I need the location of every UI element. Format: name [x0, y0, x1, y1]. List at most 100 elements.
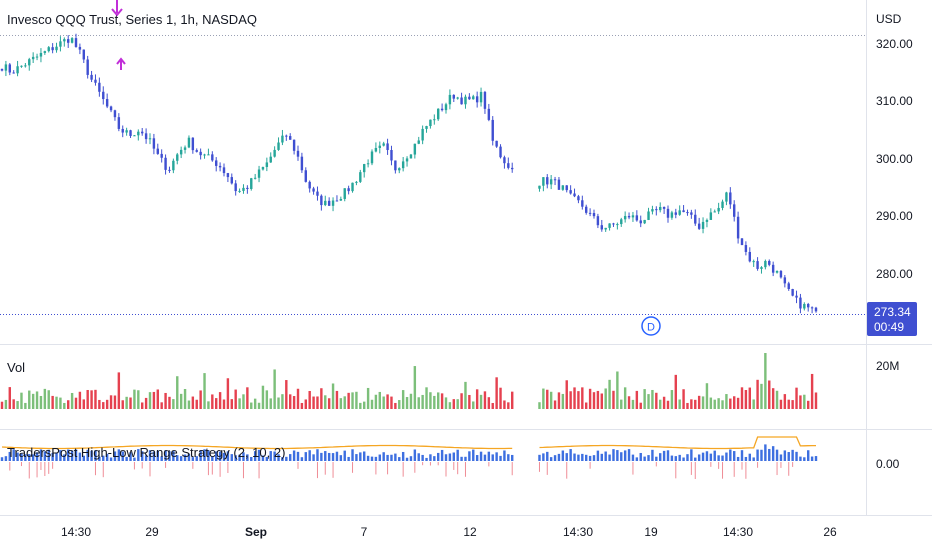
volume-bar — [499, 387, 502, 409]
volume-bar — [577, 391, 580, 409]
volume-bar — [756, 379, 759, 409]
volume-bar — [316, 396, 319, 409]
volume-bar — [807, 400, 810, 409]
candle — [783, 277, 787, 284]
strategy-bar — [316, 449, 319, 461]
volume-bar — [440, 393, 444, 409]
strategy-bar — [289, 454, 292, 461]
strategy-bar — [511, 454, 514, 461]
strategy-bar — [222, 452, 226, 461]
strategy-bar — [382, 452, 385, 461]
strategy-bar — [207, 450, 210, 461]
candle — [218, 165, 222, 168]
candle — [807, 303, 810, 308]
strategy-panel-label[interactable]: TradersPost High-Low Range Strategy (2, … — [7, 445, 285, 460]
strategy-bar — [308, 450, 311, 461]
strategy-bar — [24, 454, 27, 461]
dividend-marker[interactable]: D — [641, 316, 661, 336]
strategy-bar — [94, 450, 97, 461]
volume-bar — [390, 396, 393, 409]
strategy-bar — [417, 453, 420, 461]
strategy-bar — [795, 451, 798, 461]
chart-title[interactable]: Invesco QQQ Trust, Series 1, 1h, NASDAQ — [7, 12, 257, 27]
strategy-bar — [608, 454, 611, 461]
strategy-bar — [725, 452, 728, 461]
candle — [736, 216, 740, 239]
volume-bar — [343, 396, 346, 409]
strategy-bar — [363, 451, 366, 461]
candle — [631, 215, 635, 218]
strategy-bar — [160, 456, 163, 461]
candle — [690, 212, 693, 215]
currency-label[interactable]: USD — [876, 12, 902, 26]
volume-bar — [94, 389, 97, 409]
volume-panel-label[interactable]: Vol — [7, 360, 25, 375]
strategy-bar — [117, 449, 121, 461]
strategy-bar — [444, 454, 448, 461]
strategy-bar — [39, 449, 43, 461]
strategy-bar — [787, 452, 790, 461]
candle — [694, 214, 697, 224]
strategy-bar — [90, 450, 93, 461]
volume-bar — [242, 394, 245, 409]
volume-bar — [608, 379, 611, 409]
strategy-bar — [179, 456, 183, 461]
volume-bar — [647, 394, 650, 409]
volume-bar — [511, 391, 514, 409]
volume-bar — [736, 397, 740, 409]
strategy-bar — [55, 452, 58, 461]
candle — [549, 179, 553, 185]
candle — [265, 162, 269, 168]
candle — [125, 130, 128, 133]
candle — [105, 99, 109, 107]
last-price-tag[interactable]: 273.34 00:49 — [867, 302, 917, 336]
candle — [674, 212, 677, 215]
strategy-bar — [600, 453, 603, 461]
candle — [20, 65, 23, 67]
price-tick: 290.00 — [876, 209, 913, 223]
strategy-bar — [281, 457, 284, 461]
volume-bar — [308, 390, 311, 409]
volume-bar — [156, 389, 159, 409]
strategy-bar — [764, 444, 767, 461]
volume-bar — [51, 395, 54, 409]
candle — [468, 96, 471, 100]
candle — [670, 212, 674, 218]
volume-bar — [639, 402, 642, 409]
volume-bar — [203, 373, 206, 409]
candle — [144, 133, 148, 140]
strategy-bar — [351, 449, 354, 461]
candle — [810, 307, 814, 309]
strategy-bar — [183, 454, 187, 461]
candle — [705, 219, 709, 222]
candle — [191, 137, 195, 151]
volume-bar — [327, 398, 331, 409]
volume-bar — [28, 390, 31, 409]
strategy-bar — [74, 449, 78, 461]
strategy-bar — [713, 450, 716, 461]
candle — [273, 149, 276, 157]
strategy-bar — [620, 452, 623, 461]
volume-bar — [740, 387, 744, 409]
candle — [16, 66, 19, 74]
candle — [277, 142, 280, 150]
volume-bar — [409, 393, 413, 409]
volume-bar — [503, 400, 506, 409]
strategy-bar — [269, 451, 272, 461]
volume-bar — [16, 401, 19, 409]
time-axis[interactable]: 14:30 29 Sep 7 12 14:30 19 14:30 26 — [61, 525, 837, 539]
volume-bar — [253, 398, 257, 409]
strategy-bar — [635, 457, 639, 461]
strategy-bar — [577, 454, 580, 461]
volume-bar — [74, 397, 78, 409]
strategy-bar — [569, 449, 572, 461]
volume-bar — [417, 397, 420, 409]
candle — [351, 182, 354, 192]
volume-bar — [760, 383, 763, 409]
volume-bar — [405, 397, 409, 409]
candle — [98, 82, 101, 92]
volume-bar — [238, 398, 241, 409]
strategy-bar — [156, 450, 159, 461]
strategy-bar — [292, 450, 296, 461]
